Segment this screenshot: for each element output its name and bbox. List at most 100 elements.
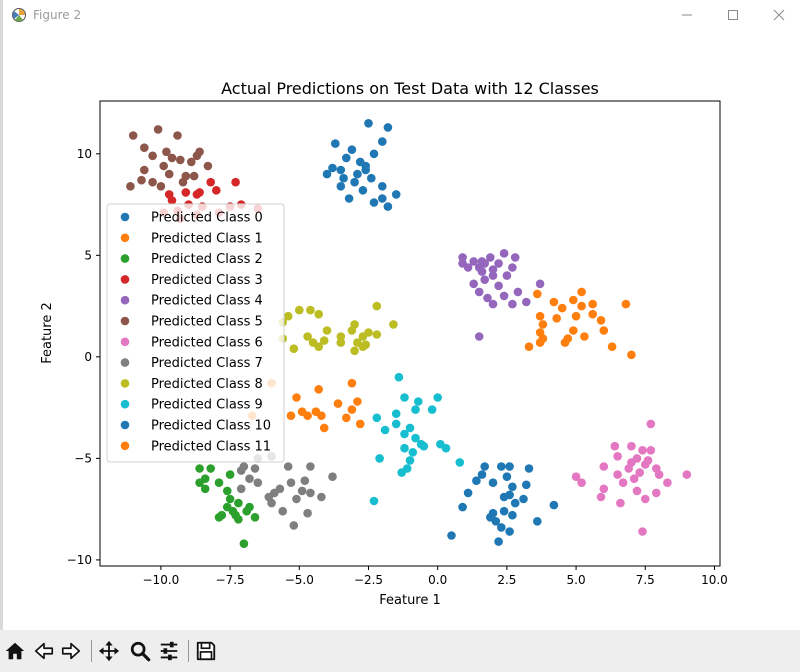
data-point [358, 186, 368, 195]
data-point [488, 299, 498, 309]
close-button[interactable] [756, 0, 800, 30]
data-point [176, 155, 185, 165]
y-axis: −10 −5 0 5 10 [67, 147, 100, 567]
data-point [236, 484, 246, 494]
navigation-toolbar [0, 630, 800, 672]
data-point [414, 397, 423, 406]
data-point [267, 498, 276, 508]
data-point [189, 171, 199, 181]
data-point [480, 275, 490, 284]
data-point [538, 320, 548, 329]
data-point [378, 137, 387, 146]
data-point [596, 492, 606, 502]
data-point [203, 161, 213, 171]
data-point [253, 478, 263, 488]
data-point [342, 153, 351, 163]
data-point [499, 291, 509, 301]
data-point [569, 326, 578, 335]
x-tick-label: −10.0 [143, 573, 180, 587]
legend-label: Predicted Class 3 [151, 273, 263, 288]
data-point [214, 513, 224, 522]
data-point [319, 336, 329, 345]
data-point [225, 494, 235, 504]
data-point [577, 287, 586, 297]
data-point [383, 202, 393, 211]
x-tick-label: 7.5 [636, 573, 655, 587]
home-button[interactable] [3, 639, 27, 663]
data-point [234, 515, 243, 524]
data-point [618, 478, 628, 488]
data-point [569, 295, 578, 305]
data-point [303, 411, 312, 421]
forward-arrow-icon [61, 642, 81, 660]
data-point [200, 484, 210, 494]
pan-button[interactable] [97, 639, 121, 663]
series-5 [126, 125, 213, 191]
data-point [522, 480, 531, 490]
data-point [400, 429, 409, 439]
data-point [314, 309, 324, 319]
data-point [643, 456, 653, 465]
data-point [153, 125, 163, 134]
data-point [499, 492, 509, 502]
maximize-button[interactable] [710, 0, 756, 30]
data-point [474, 332, 484, 341]
data-point [319, 423, 329, 433]
home-icon [5, 642, 25, 660]
data-point [314, 342, 324, 352]
series-2 [195, 464, 260, 548]
data-point [128, 131, 138, 140]
data-point [372, 330, 382, 339]
data-point [477, 470, 487, 479]
data-point [524, 464, 534, 473]
data-point [347, 145, 357, 154]
data-point [297, 486, 307, 496]
matplotlib-figure-icon [11, 7, 27, 23]
data-point [391, 409, 401, 419]
data-point [427, 405, 437, 414]
data-point [519, 494, 528, 504]
data-point [350, 177, 359, 187]
data-point [405, 456, 415, 465]
data-point [245, 502, 254, 512]
x-tick-label: −7.5 [216, 573, 245, 587]
configure-subplots-button[interactable] [157, 639, 181, 663]
data-point [419, 441, 429, 451]
data-point [635, 468, 644, 477]
data-point [317, 411, 326, 421]
data-point [447, 531, 456, 540]
zoom-button[interactable] [128, 639, 152, 663]
data-point [350, 346, 359, 356]
data-point [286, 411, 296, 421]
legend-label: Predicted Class 9 [151, 398, 263, 413]
back-button[interactable] [32, 639, 56, 663]
data-point [173, 131, 182, 140]
data-point [236, 466, 246, 475]
x-tick-label: 2.5 [497, 573, 516, 587]
legend-marker [120, 316, 130, 326]
data-point [455, 458, 465, 467]
toolbar-separator [188, 640, 189, 662]
legend-marker [120, 295, 130, 305]
forward-button[interactable] [59, 639, 83, 663]
data-point [140, 165, 149, 175]
data-point [405, 423, 415, 433]
data-point [638, 527, 647, 536]
data-point [458, 253, 467, 262]
series-10 [447, 462, 559, 546]
legend-marker [120, 358, 130, 367]
y-tick-label: 5 [84, 248, 92, 262]
data-point [278, 506, 288, 516]
save-button[interactable] [194, 639, 218, 663]
data-point [391, 419, 401, 429]
data-point [400, 393, 409, 402]
zoom-magnifier-icon [130, 641, 151, 662]
data-point [361, 340, 371, 350]
data-point [223, 486, 232, 496]
data-point [187, 157, 196, 167]
series-0 [322, 119, 401, 211]
data-point [480, 462, 490, 471]
data-point [212, 186, 221, 195]
data-point [336, 332, 346, 341]
minimize-button[interactable] [664, 0, 710, 30]
